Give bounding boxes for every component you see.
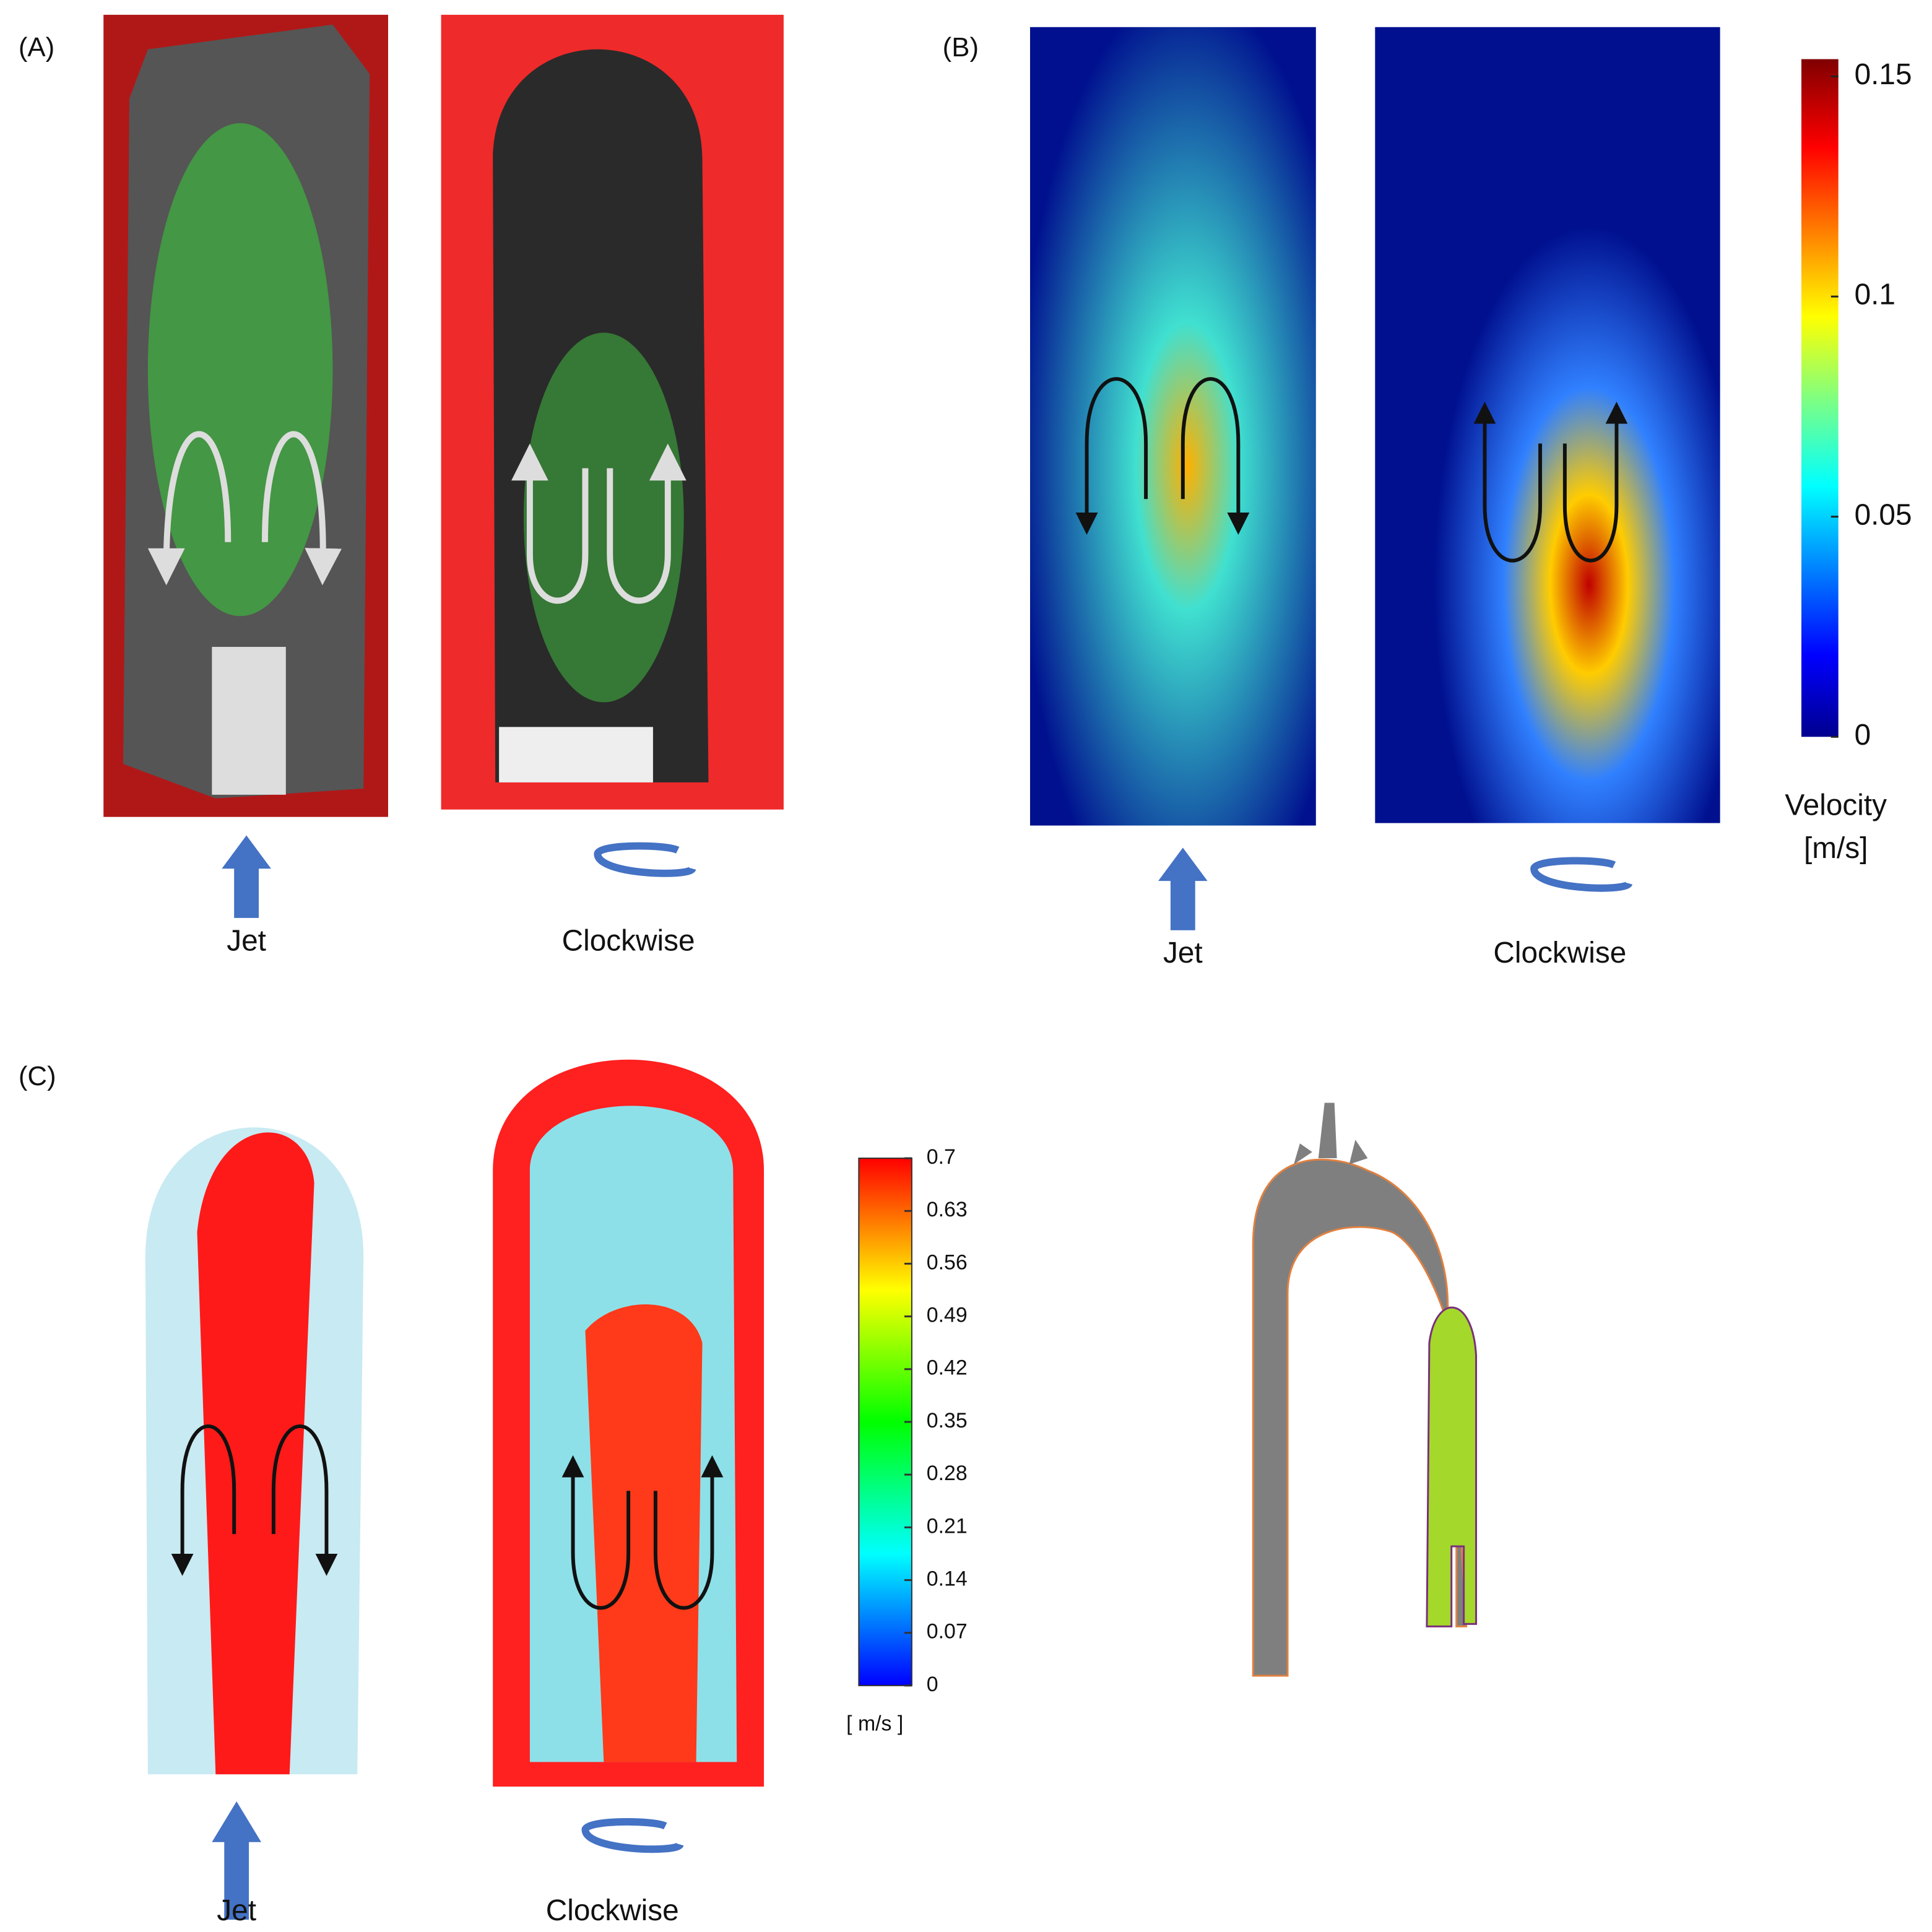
vortex-arrow [1075,377,1148,535]
vortex-arrow [1473,401,1543,563]
vortex-arrow [607,443,687,604]
vector-field [523,332,684,703]
colorbar-tick-label: 0 [927,1673,938,1696]
colorbar-tick-label: 0.56 [927,1250,968,1274]
vortex-arrow [1180,377,1250,535]
jet-nozzle [212,646,286,795]
colorbar-unit: [ m/s ] [846,1712,903,1736]
caption: Jet [227,924,266,957]
colorbar-title: Velocity [1785,789,1887,821]
colorbar-tick-label: 0.1 [1855,279,1895,311]
colorbar-tick-label: 0.14 [927,1567,968,1590]
caption: Jet [1163,937,1203,969]
jet-icon [222,835,271,918]
jet-core [197,1132,314,1775]
panel-label: (B) [943,32,979,63]
velocity-map [1375,27,1720,823]
clockwise-icon [594,842,696,877]
clockwise-icon [1530,857,1633,892]
colorbar-tick-label: 0 [1855,719,1871,752]
panel-label: (C) [19,1061,56,1091]
panel-label: (A) [19,32,54,63]
model-section [1426,1306,1478,1627]
colorbar-tick-label: 0.7 [927,1145,956,1169]
jet-icon [1158,847,1208,930]
colorbar-tick-label: 0.49 [927,1304,968,1327]
caption: Clockwise [562,924,695,957]
vortex-arrow [561,1455,631,1610]
colorbar-tick-label: 0.28 [927,1462,968,1485]
colorbar-tick-label: 0.42 [927,1356,968,1380]
colorbar-tick-label: 0.35 [927,1409,968,1432]
vortex-arrow [147,431,232,586]
vector-field [147,123,333,617]
colorbar-tick-label: 0.63 [927,1198,968,1221]
colorbar-tick-label: 0.15 [1855,58,1912,91]
colorbar-tick-label: 0.05 [1855,498,1912,531]
vortex-arrow [171,1424,236,1576]
caption: Jet [217,1894,256,1927]
vortex-arrow [653,1455,724,1610]
clockwise-icon [581,1818,684,1853]
cfd-core [585,1304,703,1762]
colorbar-tick-label: 0.07 [927,1620,968,1644]
vortex-arrow [261,431,342,586]
colorbar [858,1158,912,1686]
caption: Clockwise [1493,937,1626,969]
vortex-arrow [271,1424,338,1576]
jet-nozzle [499,727,653,782]
caption: Clockwise [546,1894,679,1927]
branch-vessels [1293,1102,1368,1164]
colorbar-tick-label: 0.21 [927,1514,968,1538]
vortex-arrow [1562,401,1628,563]
vortex-arrow [511,443,589,604]
colorbar-unit: [m/s] [1804,832,1868,865]
velocity-map [1030,27,1316,826]
colorbar [1801,59,1839,737]
